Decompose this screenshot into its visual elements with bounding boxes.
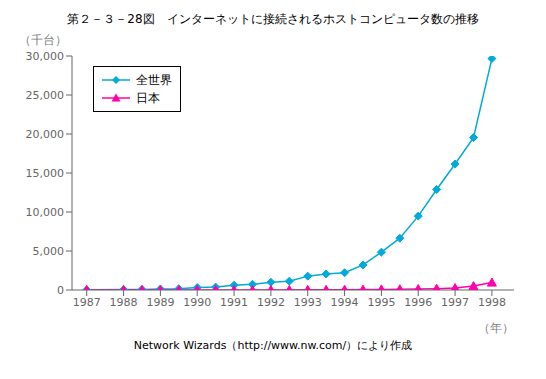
svg-text:20,000: 20,000 [26,128,65,141]
svg-text:1998: 1998 [478,296,506,309]
svg-text:25,000: 25,000 [26,89,65,102]
svg-text:1988: 1988 [110,296,138,309]
svg-text:1987: 1987 [73,296,101,309]
html-text:日本: 日本 [136,90,160,105]
html-text:全世界: 全世界 [136,72,172,87]
svg-text:1990: 1990 [183,296,211,309]
svg-text:1991: 1991 [220,296,248,309]
svg-text:5,000: 5,000 [33,245,65,258]
svg-text:1994: 1994 [331,296,359,309]
svg-text:1989: 1989 [146,296,174,309]
svg-text:1997: 1997 [441,296,469,309]
svg-text:10,000: 10,000 [26,206,65,219]
svg-text:1993: 1993 [294,296,322,309]
svg-text:（千台）: （千台） [19,33,67,47]
html-text:Network Wizards（http://www.nw.: Network Wizards（http://www.nw.com/）により作成 [133,339,413,352]
html-text:第２－３－28図 インターネットに接続されるホストコンピュー: 第２－３－28図 インターネットに接続されるホストコンピュータ数の推移 [67,12,479,26]
svg-text:1995: 1995 [367,296,395,309]
svg-text:1992: 1992 [257,296,285,309]
svg-text:15,000: 15,000 [26,167,65,180]
svg-text:30,000: 30,000 [26,50,65,63]
svg-text:（年）: （年） [478,321,514,335]
svg-text:0: 0 [57,284,64,297]
svg-text:1996: 1996 [404,296,432,309]
